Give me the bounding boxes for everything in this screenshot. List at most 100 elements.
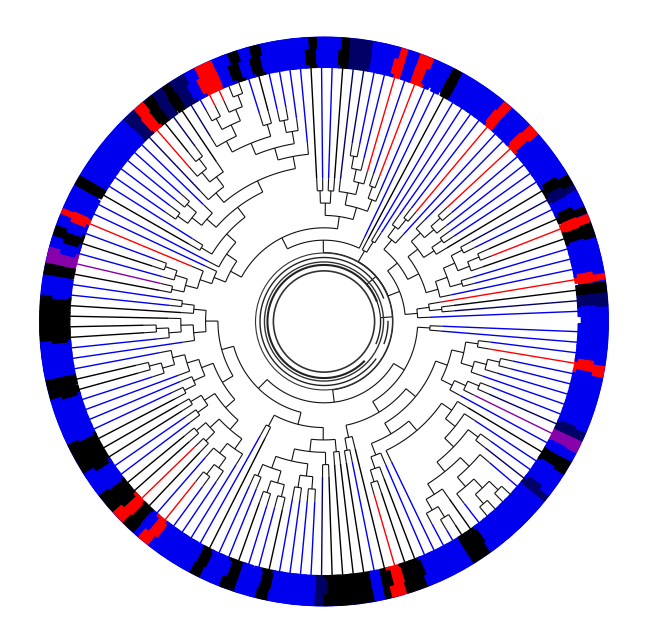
Circle shape [40,37,608,606]
Wedge shape [63,192,98,222]
Wedge shape [60,244,77,257]
Wedge shape [75,202,93,217]
Wedge shape [45,248,78,273]
Wedge shape [338,50,349,65]
Wedge shape [247,566,262,597]
Wedge shape [441,547,456,564]
Wedge shape [40,329,71,349]
Wedge shape [100,477,132,507]
Wedge shape [581,327,596,337]
Wedge shape [150,520,167,537]
Wedge shape [168,532,184,550]
Wedge shape [56,406,87,424]
Wedge shape [46,375,78,391]
Wedge shape [391,59,404,75]
Wedge shape [579,349,595,359]
Wedge shape [562,218,579,232]
Wedge shape [40,295,71,313]
Wedge shape [41,340,72,359]
Wedge shape [218,68,232,84]
Wedge shape [117,121,145,147]
Wedge shape [67,406,84,421]
Wedge shape [380,567,397,599]
Wedge shape [521,475,551,501]
Wedge shape [276,572,299,604]
Wedge shape [537,168,554,184]
Wedge shape [408,53,434,87]
Wedge shape [54,354,70,366]
Wedge shape [305,50,316,64]
Wedge shape [231,48,256,81]
Wedge shape [272,574,283,590]
Wedge shape [391,568,404,584]
Wedge shape [399,561,421,593]
Wedge shape [525,462,561,495]
Wedge shape [575,261,592,273]
Wedge shape [422,556,436,574]
Wedge shape [132,103,162,134]
Wedge shape [191,546,214,578]
Wedge shape [207,554,222,572]
Wedge shape [559,215,590,232]
Wedge shape [441,79,456,96]
Wedge shape [203,61,223,92]
Wedge shape [448,73,474,105]
Wedge shape [505,123,537,154]
Wedge shape [474,92,503,124]
Wedge shape [569,379,601,397]
Wedge shape [409,557,432,590]
Wedge shape [575,282,607,294]
Wedge shape [91,455,109,471]
Wedge shape [575,370,592,382]
Wedge shape [249,569,262,586]
Wedge shape [492,108,520,137]
Wedge shape [546,183,575,203]
Wedge shape [558,421,575,435]
Wedge shape [124,111,154,141]
Wedge shape [288,38,309,69]
Wedge shape [167,75,198,109]
Wedge shape [578,305,608,316]
Wedge shape [473,518,503,551]
Wedge shape [283,51,294,67]
Wedge shape [159,100,175,117]
Wedge shape [577,338,607,349]
Wedge shape [510,133,527,150]
Wedge shape [76,444,106,466]
Wedge shape [197,77,212,94]
Wedge shape [238,566,252,583]
Wedge shape [91,172,109,188]
Wedge shape [349,51,360,66]
Wedge shape [356,572,376,603]
Wedge shape [577,359,594,371]
Wedge shape [80,436,98,451]
Wedge shape [52,322,67,332]
Wedge shape [338,38,349,68]
Wedge shape [42,275,73,289]
Wedge shape [570,391,586,404]
Wedge shape [498,115,529,145]
Wedge shape [178,69,207,104]
Wedge shape [105,125,141,159]
Wedge shape [141,512,158,530]
Wedge shape [178,539,207,574]
Wedge shape [268,571,285,602]
Wedge shape [141,113,158,131]
Wedge shape [207,71,222,89]
Wedge shape [51,226,85,251]
Wedge shape [381,570,393,587]
Wedge shape [41,286,72,300]
Wedge shape [524,476,541,493]
Wedge shape [502,501,519,518]
Wedge shape [317,50,326,64]
Wedge shape [562,399,594,420]
Wedge shape [52,311,67,321]
Wedge shape [575,345,607,365]
Wedge shape [52,344,69,354]
Wedge shape [577,323,608,341]
Wedge shape [235,563,253,594]
Wedge shape [349,577,360,592]
Wedge shape [104,473,121,489]
Wedge shape [111,481,128,498]
Wedge shape [272,53,283,69]
